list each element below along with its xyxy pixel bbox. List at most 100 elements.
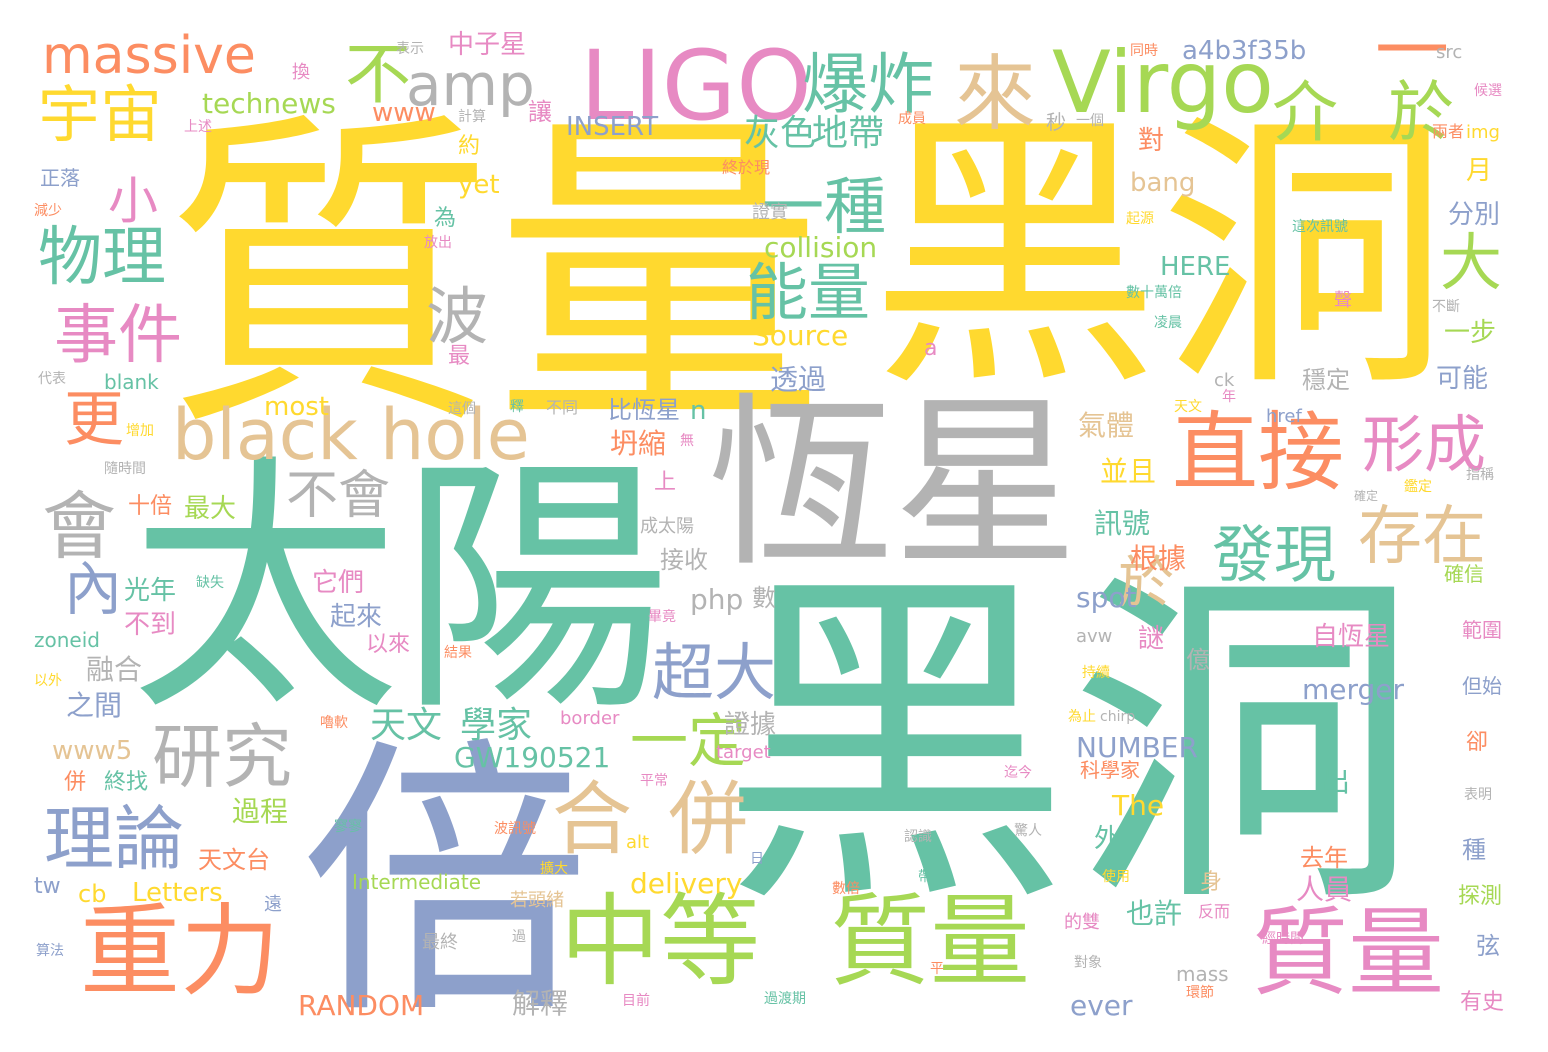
word-zhongdeng: 中等 xyxy=(560,883,760,1000)
word-ronghe: 融合 xyxy=(86,653,143,686)
word-shang: 上 xyxy=(654,470,677,495)
word-dai: 帶 xyxy=(918,869,932,885)
word-ri: 日 xyxy=(750,851,764,867)
word-collision: collision xyxy=(764,231,878,264)
word-liangzhe: 兩者 xyxy=(1432,122,1465,141)
word-yuan: 遠 xyxy=(264,894,282,915)
word-jieshou: 接收 xyxy=(660,546,708,574)
word-shangshu: 上述 xyxy=(184,119,212,135)
word-qiyuan: 起源 xyxy=(1126,211,1154,227)
word-yuzhou: 宇宙 xyxy=(38,78,163,151)
word-suishijian: 隨時間 xyxy=(104,461,146,477)
word-budao: 不到 xyxy=(124,610,177,640)
word-jieshi: 解釋 xyxy=(512,987,569,1020)
word-the: The xyxy=(1112,789,1165,822)
word-bu: 不 xyxy=(345,36,411,113)
word-zhongyuxian: 終於現 xyxy=(722,158,771,177)
word-liaoliao: 寥寥 xyxy=(334,819,362,835)
word-xian: 弦 xyxy=(1476,932,1500,960)
word-source: Source xyxy=(752,319,849,352)
word-yue-yellow: 約 xyxy=(458,134,481,159)
word-zui: 最 xyxy=(448,344,471,369)
word-zhongzhao: 終找 xyxy=(104,770,149,795)
word-tance: 探測 xyxy=(1458,884,1503,909)
word-shibei: 十倍 xyxy=(128,494,173,519)
word-sheng: 聲 xyxy=(1334,290,1352,311)
word-wuli: 物理 xyxy=(38,221,166,295)
word-tw: tw xyxy=(34,874,61,899)
word-bei: 倍 xyxy=(300,716,590,1052)
word-tongshi: 同時 xyxy=(1130,43,1158,59)
word-zhiliang-green: 質量 xyxy=(830,883,1030,1000)
word-nian: 年 xyxy=(1222,389,1236,405)
word-yizhong: 一種 xyxy=(762,170,887,243)
word-queshi: 缺失 xyxy=(196,575,224,591)
word-zhongzixing: 中子星 xyxy=(448,30,527,60)
word-qijin: 迄今 xyxy=(1004,765,1032,781)
word-deshuang: 的雙 xyxy=(1064,912,1100,933)
word-lilun: 理論 xyxy=(44,798,184,880)
word-massive: massive xyxy=(42,26,256,86)
word-yiwai: 以外 xyxy=(34,673,62,689)
word-intermediate: Intermediate xyxy=(352,870,482,894)
word-didai: 地帶 xyxy=(812,113,885,154)
word-zhiliang-main: 質量 xyxy=(164,85,824,469)
word-xiao: 小 xyxy=(100,174,158,224)
word-cb: cb xyxy=(78,880,107,908)
word-spot: spot xyxy=(1076,581,1137,614)
word-shiyong: 使用 xyxy=(1102,869,1130,885)
word-blank: blank xyxy=(104,370,159,394)
word-renshi: 認識 xyxy=(904,829,932,845)
word-lai: 來 xyxy=(954,47,1037,142)
word-virgo: Virgo xyxy=(1052,33,1274,133)
word-href: href xyxy=(1266,406,1302,427)
word-amp: amp xyxy=(406,51,535,119)
word-faxian: 發現 xyxy=(1212,518,1337,591)
word-here: HERE xyxy=(1160,252,1231,282)
word-nengliang: 能量 xyxy=(746,256,871,329)
word-buhui: 不會 xyxy=(286,466,391,526)
word-houxuan: 候選 xyxy=(1474,83,1502,99)
word-zhong: 種 xyxy=(1462,836,1486,864)
word-ping: 平 xyxy=(930,961,944,977)
word-tamen: 它們 xyxy=(312,568,365,598)
word-black-hole: black hole xyxy=(172,394,530,476)
word-border: border xyxy=(560,708,620,729)
word-boxunhao: 波訊號 xyxy=(494,821,536,837)
word-zhongli: 重力 xyxy=(80,893,280,1010)
word-hengxing: 恆星 xyxy=(708,376,1078,592)
word-rang: 讓 xyxy=(528,98,552,126)
word-php: php xyxy=(690,583,744,616)
word-youshi: 有史 xyxy=(1460,990,1505,1015)
word-mass: mass xyxy=(1176,962,1229,986)
word-qiti: 氣體 xyxy=(1078,409,1135,442)
word-fenbie: 分別 xyxy=(1448,200,1501,230)
word-taiyang: 太陽 xyxy=(130,432,670,747)
word-da: 大 xyxy=(1440,226,1503,299)
word-ck: ck xyxy=(1214,370,1235,391)
word-muqian: 目前 xyxy=(622,993,650,1009)
word-avw: avw xyxy=(1076,626,1113,647)
word-genju: 根據 xyxy=(1130,542,1187,575)
word-www: www xyxy=(372,98,436,128)
word-nei: 內 xyxy=(64,555,123,623)
word-zhiliang-pink: 質量 xyxy=(1252,897,1444,1009)
word-technews: technews xyxy=(202,87,336,120)
word-heidong-yellow: 黑洞 xyxy=(870,88,1450,425)
word-merger: merger xyxy=(1302,673,1405,706)
word-tianwen-yellow: 天文 xyxy=(1174,399,1202,415)
word-baozha: 爆炸 xyxy=(802,46,934,123)
word-yu-tan: 於 xyxy=(1118,551,1174,616)
word-wending: 穩定 xyxy=(1302,366,1350,394)
word-lingchen: 凌晨 xyxy=(1154,315,1182,331)
word-target: target xyxy=(716,742,771,763)
word-chengtaiyang: 成太陽 xyxy=(640,516,694,537)
word-queding: 確定 xyxy=(1354,489,1379,503)
word-bing-orange: 併 xyxy=(64,770,87,795)
word-zengjia: 增加 xyxy=(126,423,154,439)
word-weizhi: 為止 xyxy=(1068,709,1096,725)
word-yilai: 以來 xyxy=(366,632,411,657)
word-kexuejia: 科學家 xyxy=(1080,758,1140,782)
word-tansuo: 坍縮 xyxy=(610,427,667,460)
